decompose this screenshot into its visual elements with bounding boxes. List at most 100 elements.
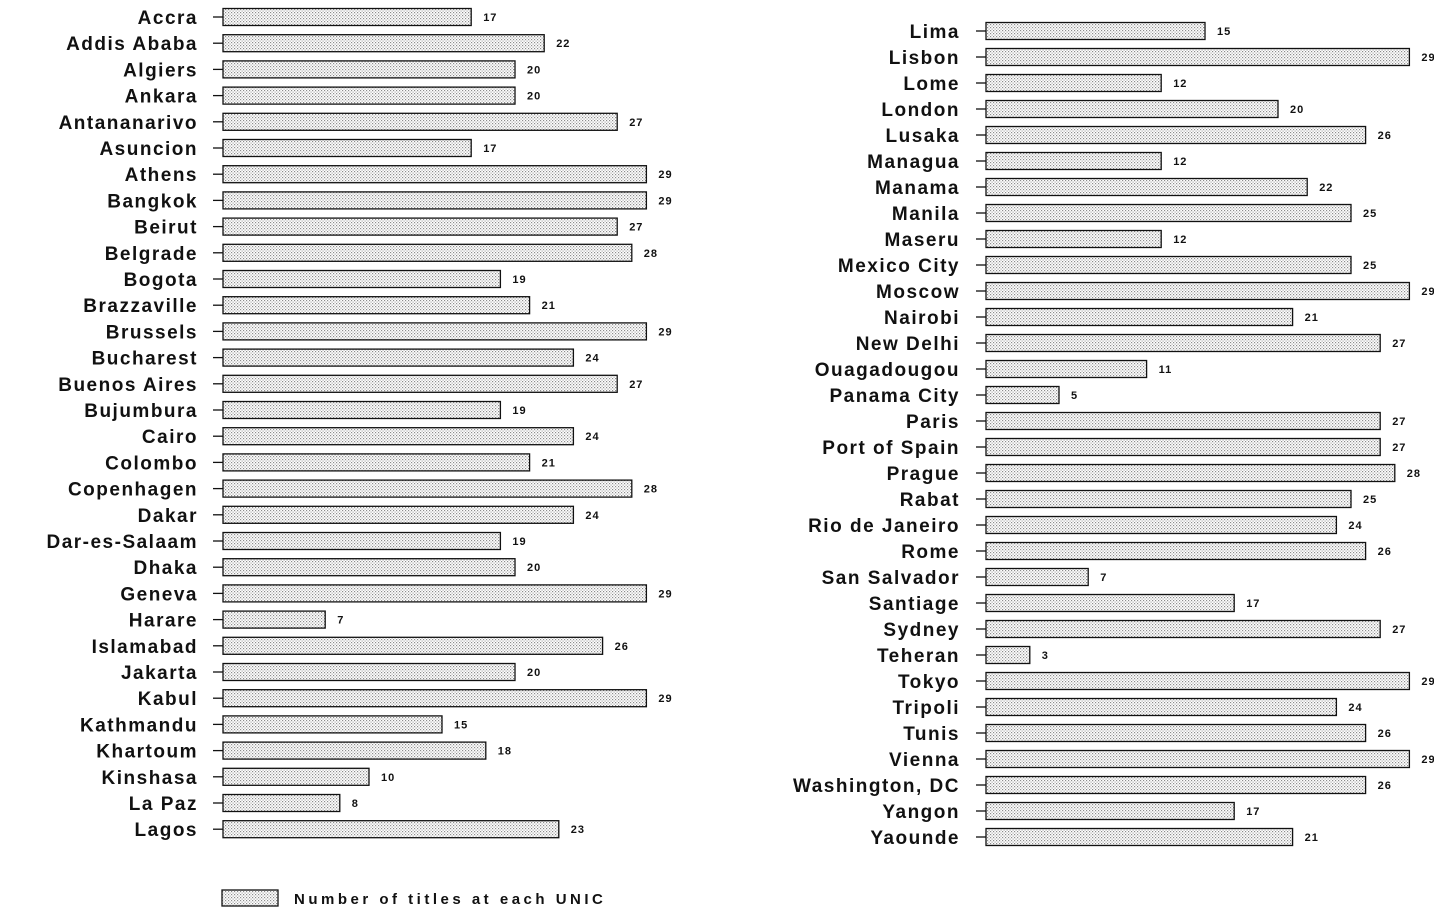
bar bbox=[985, 645, 1031, 665]
bar bbox=[222, 400, 502, 420]
bar-row: Manila 25 bbox=[892, 203, 1376, 225]
bar-row: Antananarivo 27 bbox=[59, 112, 642, 134]
category-label: Antananarivo bbox=[59, 113, 198, 134]
category-label: La Paz bbox=[129, 794, 198, 815]
category-label: Vienna bbox=[889, 750, 960, 771]
bar bbox=[985, 333, 1381, 353]
value-label: 17 bbox=[483, 12, 497, 24]
value-label: 22 bbox=[556, 38, 570, 50]
bar-row: Sydney 27 bbox=[883, 619, 1405, 641]
bar-row: Dhaka 20 bbox=[133, 558, 541, 579]
category-label: Tripoli bbox=[893, 698, 961, 719]
value-label: 28 bbox=[1407, 468, 1421, 480]
bar bbox=[222, 453, 531, 472]
value-label: 29 bbox=[658, 588, 672, 600]
bar-row: Mexico City 25 bbox=[838, 255, 1376, 277]
value-label: 26 bbox=[615, 641, 629, 653]
category-label: Rio de Janeiro bbox=[808, 516, 960, 537]
bar bbox=[222, 138, 472, 158]
bar bbox=[222, 610, 326, 629]
bar-row: Accra 17 bbox=[138, 7, 497, 29]
value-label: 21 bbox=[542, 457, 556, 469]
bar-row: Yangon 17 bbox=[882, 801, 1259, 823]
value-label: 15 bbox=[454, 719, 468, 731]
bar bbox=[985, 619, 1381, 639]
bar bbox=[985, 411, 1381, 431]
category-label: Teheran bbox=[877, 646, 960, 667]
value-label: 29 bbox=[658, 169, 672, 181]
bar bbox=[985, 359, 1148, 379]
value-label: 24 bbox=[1348, 520, 1362, 532]
value-label: 27 bbox=[1392, 338, 1406, 350]
value-label: 20 bbox=[527, 667, 541, 679]
bar bbox=[985, 801, 1235, 821]
category-label: Lagos bbox=[135, 820, 198, 841]
value-label: 25 bbox=[1363, 494, 1377, 506]
category-label: Algiers bbox=[123, 60, 198, 81]
bar bbox=[985, 47, 1411, 67]
bar-row: Prague 28 bbox=[887, 463, 1421, 485]
bar-row: Dar-es-Salaam 19 bbox=[46, 531, 526, 553]
value-label: 29 bbox=[658, 195, 672, 207]
value-label: 24 bbox=[585, 510, 599, 522]
bar-row: Port of Spain 27 bbox=[822, 437, 1406, 459]
bar-row: Lusaka 26 bbox=[886, 125, 1392, 147]
bar-row: Cairo 24 bbox=[142, 427, 599, 448]
category-label: Yangon bbox=[882, 802, 960, 823]
bar bbox=[985, 697, 1338, 717]
bar-row: Moscow 29 bbox=[876, 281, 1434, 303]
value-label: 27 bbox=[1392, 442, 1406, 454]
category-label: Addis Ababa bbox=[66, 34, 198, 55]
bar-row: Copenhagen 28 bbox=[68, 479, 657, 501]
bar bbox=[985, 151, 1162, 171]
bar bbox=[222, 662, 516, 682]
bar-row: Rabat 25 bbox=[900, 489, 1377, 511]
category-label: Prague bbox=[887, 464, 960, 485]
value-label: 26 bbox=[1378, 130, 1392, 142]
category-label: Bujumbura bbox=[84, 401, 198, 422]
left-panel: Accra 17 Addis Ababa 22 Algiers 20 Ankara 20 Ant… bbox=[46, 7, 672, 841]
category-label: Asuncion bbox=[99, 139, 198, 160]
category-label: Copenhagen bbox=[68, 480, 198, 501]
value-label: 5 bbox=[1071, 390, 1078, 402]
bar bbox=[985, 21, 1206, 41]
value-label: 29 bbox=[658, 693, 672, 705]
category-label: Dakar bbox=[138, 506, 198, 527]
bar-row: Algiers 20 bbox=[123, 60, 540, 81]
bar bbox=[985, 307, 1294, 327]
category-label: Jakarta bbox=[121, 663, 198, 684]
value-label: 19 bbox=[512, 274, 526, 286]
value-label: 23 bbox=[571, 824, 585, 836]
category-label: Manila bbox=[892, 204, 960, 225]
bar-row: Khartoum 18 bbox=[96, 741, 511, 763]
bar bbox=[222, 558, 516, 577]
bar-row: Washington, DC 26 bbox=[793, 775, 1391, 797]
bar bbox=[985, 541, 1367, 561]
value-label: 24 bbox=[585, 431, 599, 443]
category-label: Cairo bbox=[142, 427, 198, 448]
bar-row: Teheran 3 bbox=[877, 645, 1048, 667]
bar bbox=[985, 99, 1279, 119]
bar bbox=[222, 636, 604, 655]
bar bbox=[985, 489, 1352, 509]
bar bbox=[222, 741, 487, 760]
value-label: 11 bbox=[1159, 364, 1173, 376]
value-label: 21 bbox=[1305, 312, 1319, 324]
value-label: 17 bbox=[1246, 598, 1260, 610]
bar bbox=[985, 229, 1162, 249]
value-label: 20 bbox=[527, 562, 541, 574]
category-label: San Salvador bbox=[822, 568, 960, 589]
bar bbox=[222, 479, 633, 498]
bar-row: New Delhi 27 bbox=[856, 333, 1406, 355]
category-label: Ankara bbox=[125, 87, 198, 108]
bar bbox=[985, 255, 1352, 275]
value-label: 28 bbox=[644, 248, 658, 260]
category-label: Kathmandu bbox=[80, 715, 198, 736]
bar-row: Lima 15 bbox=[910, 21, 1230, 43]
category-label: Panama City bbox=[829, 386, 960, 407]
value-label: 7 bbox=[1100, 572, 1107, 584]
value-label: 17 bbox=[483, 143, 497, 155]
value-label: 27 bbox=[629, 222, 643, 234]
bar bbox=[222, 715, 443, 734]
value-label: 24 bbox=[585, 353, 599, 365]
